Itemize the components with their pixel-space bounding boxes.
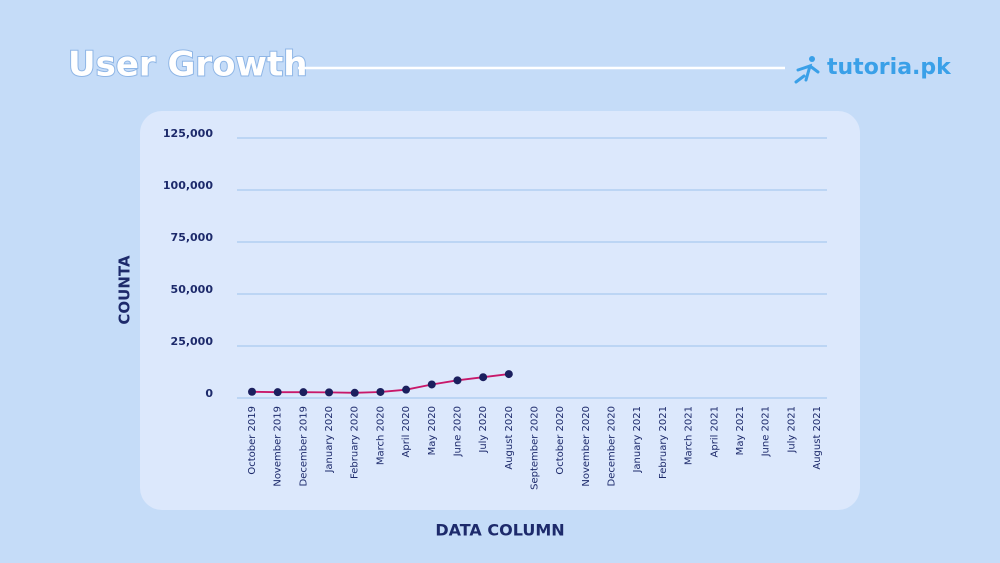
x-tick-label: February 2020 [350,406,361,479]
x-tick-label: June 2021 [761,406,772,457]
x-tick-label: February 2021 [658,406,669,479]
x-tick-label: October 2019 [247,406,258,475]
brand-logo [794,56,820,84]
data-point [453,376,462,385]
x-tick-label: March 2021 [684,406,695,465]
y-axis-label: COUNTA [116,255,134,325]
brand-name: tutoria.pk [827,55,952,80]
data-point [376,387,385,396]
x-tick-label: January 2021 [632,406,643,474]
x-tick-label: April 2021 [709,406,720,457]
x-tick-label: November 2020 [581,406,592,487]
slide-title: User Growth [68,45,307,85]
x-tick-label: May 2021 [735,406,746,455]
data-point [325,388,334,397]
x-tick-label: July 2020 [478,406,489,454]
x-tick-label: May 2020 [427,406,438,455]
data-point [427,380,436,389]
x-tick-label: December 2020 [607,406,618,486]
x-tick-label: July 2021 [786,406,797,454]
x-tick-label: October 2020 [555,406,566,475]
data-point [299,388,308,397]
data-point [504,370,513,379]
y-tick-label: 100,000 [163,179,213,192]
x-tick-label: March 2020 [375,406,386,465]
y-tick-label: 25,000 [171,335,214,348]
data-point [402,385,411,394]
data-point [479,373,488,382]
x-axis-label: DATA COLUMN [435,521,564,540]
data-point [273,388,282,397]
x-tick-label: June 2020 [452,406,463,457]
x-tick-label: August 2020 [504,406,515,470]
y-tick-label: 125,000 [163,127,213,140]
y-tick-label: 0 [205,387,213,400]
x-tick-label: September 2020 [530,406,541,490]
data-point [350,388,359,397]
y-tick-label: 50,000 [171,283,214,296]
y-tick-label: 75,000 [171,231,214,244]
chart-panel [140,111,860,510]
x-tick-label: August 2021 [812,406,823,470]
x-tick-label: November 2019 [273,406,284,487]
x-tick-label: December 2019 [298,406,309,486]
x-tick-label: April 2020 [401,406,412,457]
data-point [248,387,256,396]
x-tick-label: January 2020 [324,406,335,474]
